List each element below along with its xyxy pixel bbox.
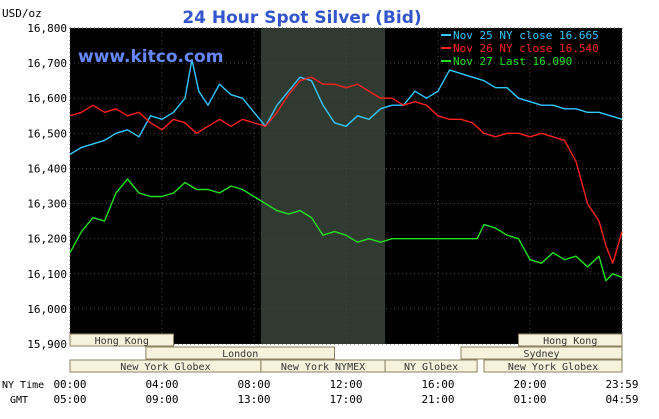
x-tick-label-ny: 23:59: [605, 378, 638, 391]
x-tick-label-ny: 08:00: [237, 378, 270, 391]
series-line-1: [69, 58, 623, 155]
y-tick-label: 16,000: [27, 303, 67, 316]
session-bar: [69, 333, 174, 347]
session-label: New York NYMEX: [281, 362, 365, 373]
y-tick-label: 15,900: [27, 338, 67, 351]
y-tick-label: 16,700: [27, 57, 67, 70]
session-bar: [483, 359, 623, 373]
session-label: London: [222, 349, 258, 360]
x-tick-label-gmt: 21:00: [421, 393, 454, 406]
series-line-2: [69, 76, 623, 264]
chart-timestamp: November 27, 2014 23:58: [452, 12, 604, 25]
nymex-shaded-region: [260, 28, 386, 344]
y-tick-label: 16,200: [27, 233, 67, 246]
session-label: Hong Kong: [543, 336, 597, 347]
price-series: [69, 58, 623, 282]
session-label: NY Globex: [404, 362, 458, 373]
x-tick-label-ny: 16:00: [421, 378, 454, 391]
legend-entry: Nov 27 Last 16.090: [453, 55, 572, 68]
y-tick-label: 16,400: [27, 162, 67, 175]
gridlines: [69, 27, 623, 345]
gmt-row-label: GMT: [10, 395, 28, 406]
legend-entry: Nov 25 NY close 16.665: [453, 29, 599, 42]
ny-time-row-label: NY Time: [2, 380, 44, 391]
x-tick-label-ny: 04:00: [145, 378, 178, 391]
series-line-3: [69, 178, 623, 282]
y-tick-label: 16,800: [27, 22, 67, 35]
x-tick-label-gmt: 04:59: [605, 393, 638, 406]
x-tick-label-gmt: 01:00: [513, 393, 546, 406]
x-tick-label-ny: 12:00: [329, 378, 362, 391]
session-label: New York Globex: [508, 362, 598, 373]
unit-label: USD/oz: [2, 7, 42, 20]
legend-entry: Nov 26 NY close 16.540: [453, 42, 599, 55]
y-tick-label: 16,300: [27, 198, 67, 211]
x-tick-label-gmt: 17:00: [329, 393, 362, 406]
x-tick-label-gmt: 05:00: [53, 393, 86, 406]
x-tick-label-ny: 00:00: [53, 378, 86, 391]
session-label: Hong Kong: [95, 336, 149, 347]
y-tick-label: 16,600: [27, 92, 67, 105]
chart-title: 24 Hour Spot Silver (Bid): [182, 8, 421, 28]
market-sessions: Hong Kong London New York Globex New York N…: [69, 333, 623, 373]
session-bar: [145, 346, 335, 360]
x-axis-ticks: 00:00 05:00 04:00 09:00 08:00 13:00 12:00 17:00…: [53, 378, 638, 406]
y-tick-label: 16,100: [27, 268, 67, 281]
session-label: New York Globex: [120, 362, 210, 373]
y-axis-ticks: 15,900 16,000 16,100 16,200 16,300 16,400 16,5…: [27, 22, 67, 351]
session-bar: [384, 359, 478, 373]
session-label: Sydney: [523, 349, 559, 360]
session-bar: [460, 346, 623, 360]
x-tick-label-gmt: 09:00: [145, 393, 178, 406]
x-tick-label-gmt: 13:00: [237, 393, 270, 406]
session-bar: [518, 333, 623, 347]
brand-watermark: www.kitco.com: [78, 47, 223, 67]
x-tick-label-ny: 20:00: [513, 378, 546, 391]
y-tick-label: 16,500: [27, 127, 67, 140]
